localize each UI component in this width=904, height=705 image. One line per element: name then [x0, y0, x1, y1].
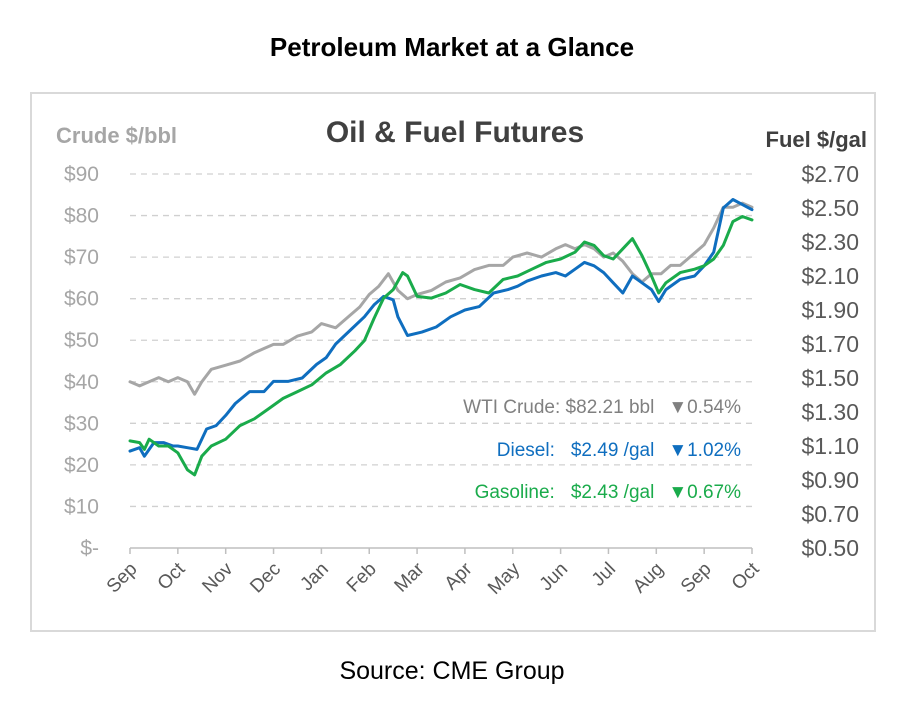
x-tick-label: Feb	[343, 559, 381, 597]
y-left-tick-label: $50	[64, 329, 99, 352]
y-right-tick-label: $1.30	[801, 399, 859, 425]
legend-gasoline-change: ▼0.67%	[668, 482, 741, 503]
y-left-tick-label: $80	[64, 205, 99, 228]
legend-gasoline-price: $2.43 /gal	[571, 482, 654, 503]
legend-diesel: Diesel: $2.49 /gal ▼1.02%	[497, 440, 741, 461]
y-right-tick-label: $2.70	[801, 161, 859, 187]
gridlines	[130, 173, 752, 508]
x-tick-label: Sep	[677, 559, 716, 598]
source-note: Source: CME Group	[339, 657, 565, 685]
legend-wti-change: ▼0.54%	[668, 397, 741, 418]
legend: WTI Crude: $82.21 bbl ▼0.54% Diesel: $2.49…	[463, 397, 741, 503]
y-right-tick-label: $2.50	[801, 195, 859, 221]
y-right-tick-label: $1.50	[801, 365, 859, 391]
chart-frame: Oil & Fuel Futures Crude $/bbl Fuel $/ga…	[30, 92, 876, 632]
y-right-tick-label: $0.70	[801, 501, 859, 527]
x-tick-label: Oct	[154, 558, 190, 594]
y-left-tick-label: $30	[64, 412, 99, 435]
x-tick-label: May	[484, 558, 525, 599]
legend-wti: WTI Crude: $82.21 bbl ▼0.54%	[463, 397, 741, 418]
x-axis: Sep Oct Nov Dec Jan Feb Mar Apr May Jun Jul Aug Sep O…	[103, 547, 764, 599]
legend-gasoline: Gasoline: $2.43 /gal ▼0.67%	[475, 482, 742, 503]
y-right-tick-label: $1.90	[801, 297, 859, 323]
legend-diesel-label: Diesel:	[497, 440, 555, 461]
x-tick-label: Nov	[198, 558, 237, 597]
y-right-tick-labels: $0.50 $0.70 $0.90 $1.10 $1.30 $1.50 $1.70 $1.90…	[801, 161, 859, 561]
y-left-tick-labels: $- $10 $20 $30 $40 $50 $60 $70 $80 $90	[64, 163, 99, 560]
x-tick-label: Jun	[536, 559, 573, 596]
x-tick-label: Jul	[588, 559, 620, 591]
y-right-tick-label: $1.10	[801, 433, 859, 459]
x-tick-label: Aug	[629, 559, 668, 598]
legend-gasoline-label: Gasoline:	[475, 482, 555, 503]
y-left-tick-label: $70	[64, 246, 99, 269]
x-tick-label: Sep	[103, 559, 142, 598]
y-left-tick-label: $-	[80, 537, 99, 560]
series-lines	[128, 198, 754, 477]
x-tick-label: Mar	[391, 558, 429, 596]
y-right-tick-label: $0.50	[801, 535, 859, 561]
y-left-tick-label: $10	[64, 495, 99, 518]
x-tick-label: Jan	[296, 559, 333, 596]
x-tick-label: Dec	[246, 559, 285, 598]
y-left-tick-label: $60	[64, 288, 99, 311]
series-line-gasoline	[128, 215, 754, 477]
oil-fuel-futures-chart: Oil & Fuel Futures Crude $/bbl Fuel $/ga…	[56, 116, 867, 599]
legend-diesel-change: ▼1.02%	[668, 440, 741, 461]
series-line-diesel	[128, 198, 754, 458]
y-right-tick-label: $1.70	[801, 331, 859, 357]
y-right-tick-label: $2.10	[801, 263, 859, 289]
series-line-wti	[128, 201, 754, 396]
legend-diesel-price: $2.49 /gal	[571, 440, 654, 461]
chart-title: Oil & Fuel Futures	[326, 116, 584, 149]
y-left-tick-label: $40	[64, 371, 99, 394]
x-tick-label: Oct	[728, 558, 764, 594]
y-right-tick-label: $0.90	[801, 467, 859, 493]
x-tick-label: Apr	[441, 558, 477, 594]
y-right-axis-label: Fuel $/gal	[766, 127, 867, 152]
y-left-axis-label: Crude $/bbl	[56, 123, 177, 148]
page-title: Petroleum Market at a Glance	[269, 32, 635, 62]
y-left-tick-label: $90	[64, 163, 99, 186]
legend-wti-text: WTI Crude: $82.21 bbl	[463, 397, 654, 418]
y-left-tick-label: $20	[64, 454, 99, 477]
y-right-tick-label: $2.30	[801, 229, 859, 255]
